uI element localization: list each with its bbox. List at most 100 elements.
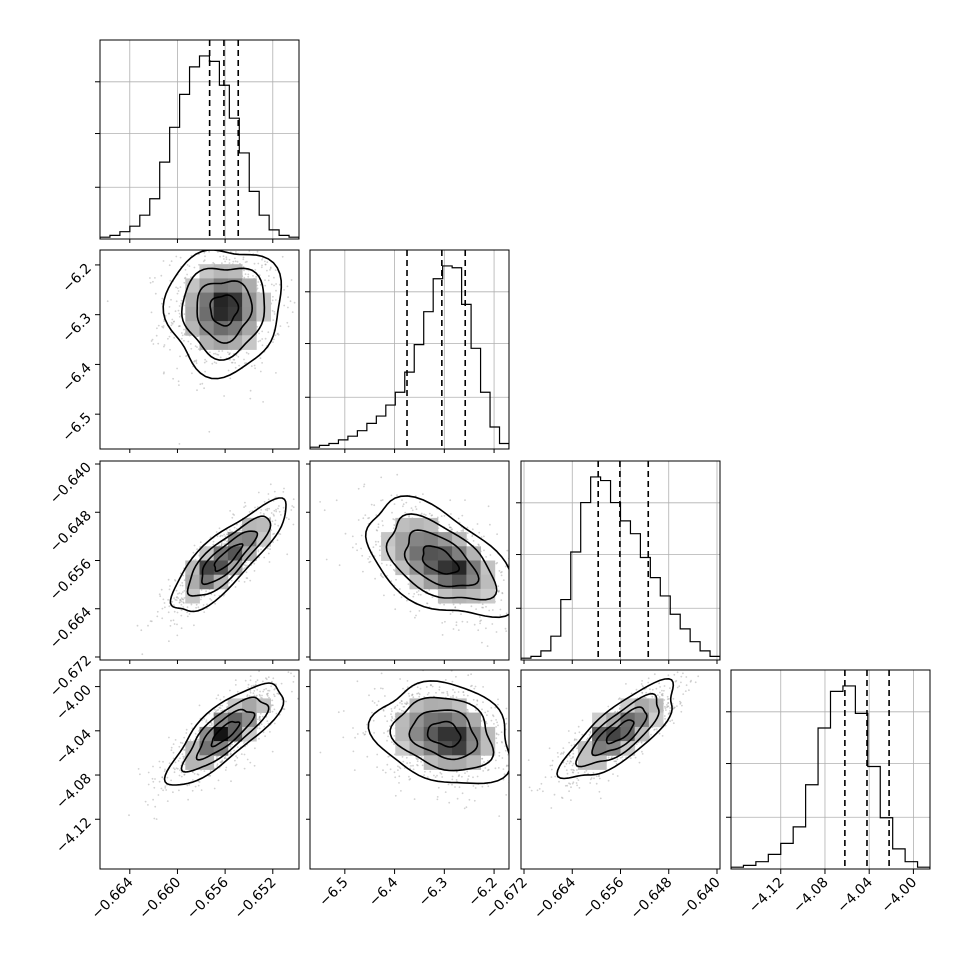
- scatter-point: [155, 818, 158, 820]
- scatter-point: [380, 687, 382, 690]
- scatter-point: [566, 784, 569, 787]
- scatter-point: [234, 366, 237, 369]
- density-cell: [466, 741, 481, 756]
- scatter-point: [247, 352, 250, 355]
- scatter-point: [300, 675, 302, 677]
- scatter-point: [254, 268, 257, 271]
- scatter-point: [178, 774, 181, 777]
- scatter-point: [182, 755, 185, 758]
- scatter-point: [434, 776, 437, 778]
- scatter-point: [501, 757, 504, 759]
- scatter-point: [183, 332, 186, 335]
- contour-level-0: [421, 545, 461, 575]
- scatter-point: [157, 342, 160, 345]
- scatter-point: [366, 755, 369, 758]
- scatter-point: [249, 232, 251, 234]
- scatter-point: [290, 279, 293, 281]
- scatter-point: [463, 694, 465, 696]
- scatter-point: [190, 347, 193, 350]
- scatter-point: [444, 679, 447, 681]
- scatter-point: [183, 749, 186, 751]
- scatter-point: [228, 353, 231, 356]
- scatter-point: [173, 336, 176, 339]
- scatter-point: [468, 798, 471, 801]
- scatter-point: [271, 704, 273, 707]
- scatter-point: [183, 579, 186, 582]
- scatter-point: [178, 312, 181, 315]
- scatter-point: [260, 723, 263, 726]
- scatter-point: [411, 693, 414, 696]
- scatter-point: [476, 703, 478, 706]
- scatter-point: [450, 526, 452, 529]
- scatter-point: [492, 715, 495, 718]
- scatter-point: [244, 564, 247, 567]
- scatter-point: [235, 763, 238, 766]
- scatter-point: [563, 765, 566, 768]
- scatter-point: [174, 579, 177, 582]
- scatter-point: [267, 493, 270, 495]
- scatter-point: [289, 300, 292, 303]
- scatter-point: [658, 664, 660, 666]
- scatter-point: [180, 600, 183, 603]
- scatter-point: [368, 517, 371, 519]
- scatter-point: [174, 310, 177, 313]
- scatter-point: [183, 590, 186, 592]
- scatter-point: [169, 585, 171, 587]
- scatter-point: [262, 680, 264, 683]
- scatter-point: [261, 694, 263, 697]
- scatter-point: [389, 725, 391, 728]
- scatter-point: [176, 292, 179, 295]
- scatter-point: [234, 586, 237, 588]
- scatter-point: [267, 676, 270, 679]
- density-cell: [437, 588, 453, 604]
- contour-level-1: [196, 280, 254, 344]
- scatter-point: [268, 275, 270, 277]
- scatter-point: [499, 614, 502, 616]
- scatter-point: [452, 696, 454, 699]
- scatter-point: [389, 564, 392, 567]
- scatter-point: [229, 753, 232, 756]
- density-cell: [199, 335, 215, 350]
- scatter-point: [249, 691, 252, 694]
- scatter-point: [221, 247, 223, 249]
- scatter-point: [178, 325, 181, 327]
- scatter-point: [497, 585, 500, 587]
- scatter-point: [477, 543, 480, 546]
- density-cell: [227, 712, 243, 728]
- density-cell: [466, 588, 481, 604]
- scatter-point: [474, 787, 477, 789]
- scatter-point: [436, 796, 439, 798]
- scatter-point: [461, 775, 463, 778]
- scatter-point: [168, 640, 170, 643]
- scatter-point: [259, 715, 261, 718]
- scatter-point: [266, 261, 269, 264]
- scatter-point: [377, 526, 380, 529]
- scatter-point: [273, 509, 276, 512]
- scatter-point: [205, 360, 208, 363]
- scatter-point: [291, 505, 294, 507]
- scatter-point: [376, 766, 378, 769]
- scatter-point: [154, 277, 156, 279]
- contour-level-1: [403, 529, 480, 588]
- scatter-point: [466, 538, 469, 541]
- scatter-point: [288, 518, 290, 521]
- scatter-point: [390, 494, 393, 497]
- scatter-point: [274, 299, 277, 301]
- scatter-point: [181, 598, 184, 601]
- scatter-point: [204, 370, 207, 373]
- scatter-point: [258, 274, 261, 276]
- scatter-point: [254, 683, 257, 686]
- scatter-point: [215, 531, 218, 533]
- scatter-point: [466, 621, 469, 623]
- scatter-point: [177, 325, 180, 328]
- scatter-point: [676, 671, 679, 674]
- scatter-point: [218, 350, 220, 353]
- scatter-point: [451, 528, 454, 531]
- scatter-point: [423, 696, 426, 698]
- density-cell: [423, 698, 439, 713]
- scatter-point: [496, 533, 498, 536]
- scatter-point: [518, 590, 520, 592]
- scatter-point: [265, 687, 267, 690]
- scatter-point: [236, 523, 238, 526]
- density-cell: [452, 755, 467, 770]
